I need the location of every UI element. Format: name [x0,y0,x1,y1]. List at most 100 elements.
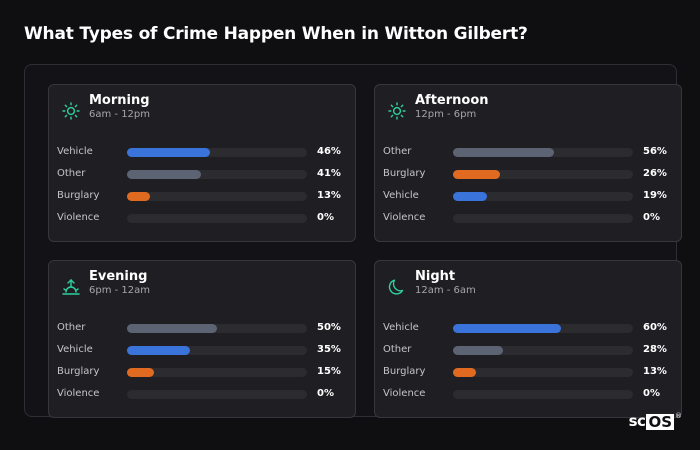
crime-type-label: Vehicle [57,344,93,355]
percentage-value: 56% [643,146,667,157]
sunset-icon [61,277,81,297]
crime-type-label: Violence [57,388,100,399]
percentage-value: 50% [317,322,341,333]
card-title: Night [415,269,456,284]
crime-type-label: Vehicle [383,322,419,333]
crime-row: Other 41% [57,165,347,187]
crime-type-label: Violence [57,212,100,223]
crime-type-label: Burglary [57,366,100,377]
card-afternoon: Afternoon 12pm - 6pm Other 56% Burglary 26%… [374,84,682,242]
bar-track [453,390,633,399]
card-morning: Morning 6am - 12pm Vehicle 46% Other 41% Bur… [48,84,356,242]
bar-track [453,214,633,223]
card-header: Night 12am - 6am [387,269,476,297]
sun-icon [61,101,81,121]
crime-row: Vehicle 19% [383,187,673,209]
crime-row: Other 28% [383,341,673,363]
bar-track [127,148,307,157]
crime-row: Burglary 26% [383,165,673,187]
percentage-value: 0% [317,212,334,223]
crime-row: Violence 0% [57,209,347,231]
bar-fill [127,192,151,201]
bar-fill [453,368,477,377]
bar-fill [453,192,488,201]
card-time-range: 12pm - 6pm [415,109,477,120]
crime-row: Burglary 15% [57,363,347,385]
crime-rows: Vehicle 60% Other 28% Burglary 13% Violence 0% [383,319,673,407]
percentage-value: 28% [643,344,667,355]
bar-track [453,192,633,201]
bar-track [127,346,307,355]
card-time-range: 12am - 6am [415,285,476,296]
bar-fill [127,148,210,157]
bar-track [453,368,633,377]
crime-row: Violence 0% [383,209,673,231]
bar-fill [453,170,500,179]
crime-rows: Other 50% Vehicle 35% Burglary 15% Violence 0% [57,319,347,407]
card-night: Night 12am - 6am Vehicle 60% Other 28% Burgl… [374,260,682,418]
bar-track [453,148,633,157]
bar-fill [127,346,190,355]
logo-registered-mark: ® [675,412,682,420]
bar-track [453,324,633,333]
card-title: Evening [89,269,148,284]
bar-track [127,170,307,179]
bar-track [453,170,633,179]
crime-row: Violence 0% [57,385,347,407]
bar-fill [453,324,561,333]
bar-track [453,346,633,355]
crime-row: Other 50% [57,319,347,341]
crime-type-label: Other [383,344,412,355]
bar-track [127,368,307,377]
card-time-range: 6am - 12pm [89,109,151,120]
crime-rows: Other 56% Burglary 26% Vehicle 19% Violence 0% [383,143,673,231]
bar-track [127,214,307,223]
crime-row: Vehicle 60% [383,319,673,341]
card-title: Afternoon [415,93,489,108]
percentage-value: 0% [643,388,660,399]
percentage-value: 35% [317,344,341,355]
page-title: What Types of Crime Happen When in Witto… [24,24,528,44]
crime-row: Burglary 13% [383,363,673,385]
bar-fill [127,368,154,377]
crime-row: Vehicle 46% [57,143,347,165]
crime-row: Burglary 13% [57,187,347,209]
percentage-value: 15% [317,366,341,377]
percentage-value: 26% [643,168,667,179]
crime-type-label: Burglary [383,366,426,377]
percentage-value: 13% [643,366,667,377]
percentage-value: 0% [317,388,334,399]
card-header: Afternoon 12pm - 6pm [387,93,489,121]
crime-type-label: Other [57,168,86,179]
card-evening: Evening 6pm - 12am Other 50% Vehicle 35% Bur… [48,260,356,418]
bar-track [127,324,307,333]
logo-boxed-text: OS [646,413,674,431]
card-header: Evening 6pm - 12am [61,269,150,297]
percentage-value: 60% [643,322,667,333]
bar-fill [453,148,554,157]
crime-row: Other 56% [383,143,673,165]
crime-type-label: Violence [383,212,426,223]
bar-fill [127,170,201,179]
logo-text: sc [628,412,646,430]
bar-fill [453,346,504,355]
crime-type-label: Violence [383,388,426,399]
sun-icon [387,101,407,121]
crime-row: Violence 0% [383,385,673,407]
card-header: Morning 6am - 12pm [61,93,150,121]
bar-track [127,390,307,399]
card-title: Morning [89,93,150,108]
crime-type-label: Burglary [57,190,100,201]
bar-track [127,192,307,201]
crime-type-label: Vehicle [383,190,419,201]
crime-type-label: Burglary [383,168,426,179]
bar-fill [127,324,217,333]
moon-icon [387,277,407,297]
percentage-value: 0% [643,212,660,223]
card-time-range: 6pm - 12am [89,285,151,296]
crime-type-label: Vehicle [57,146,93,157]
percentage-value: 19% [643,190,667,201]
crime-row: Vehicle 35% [57,341,347,363]
percentage-value: 46% [317,146,341,157]
crime-type-label: Other [57,322,86,333]
